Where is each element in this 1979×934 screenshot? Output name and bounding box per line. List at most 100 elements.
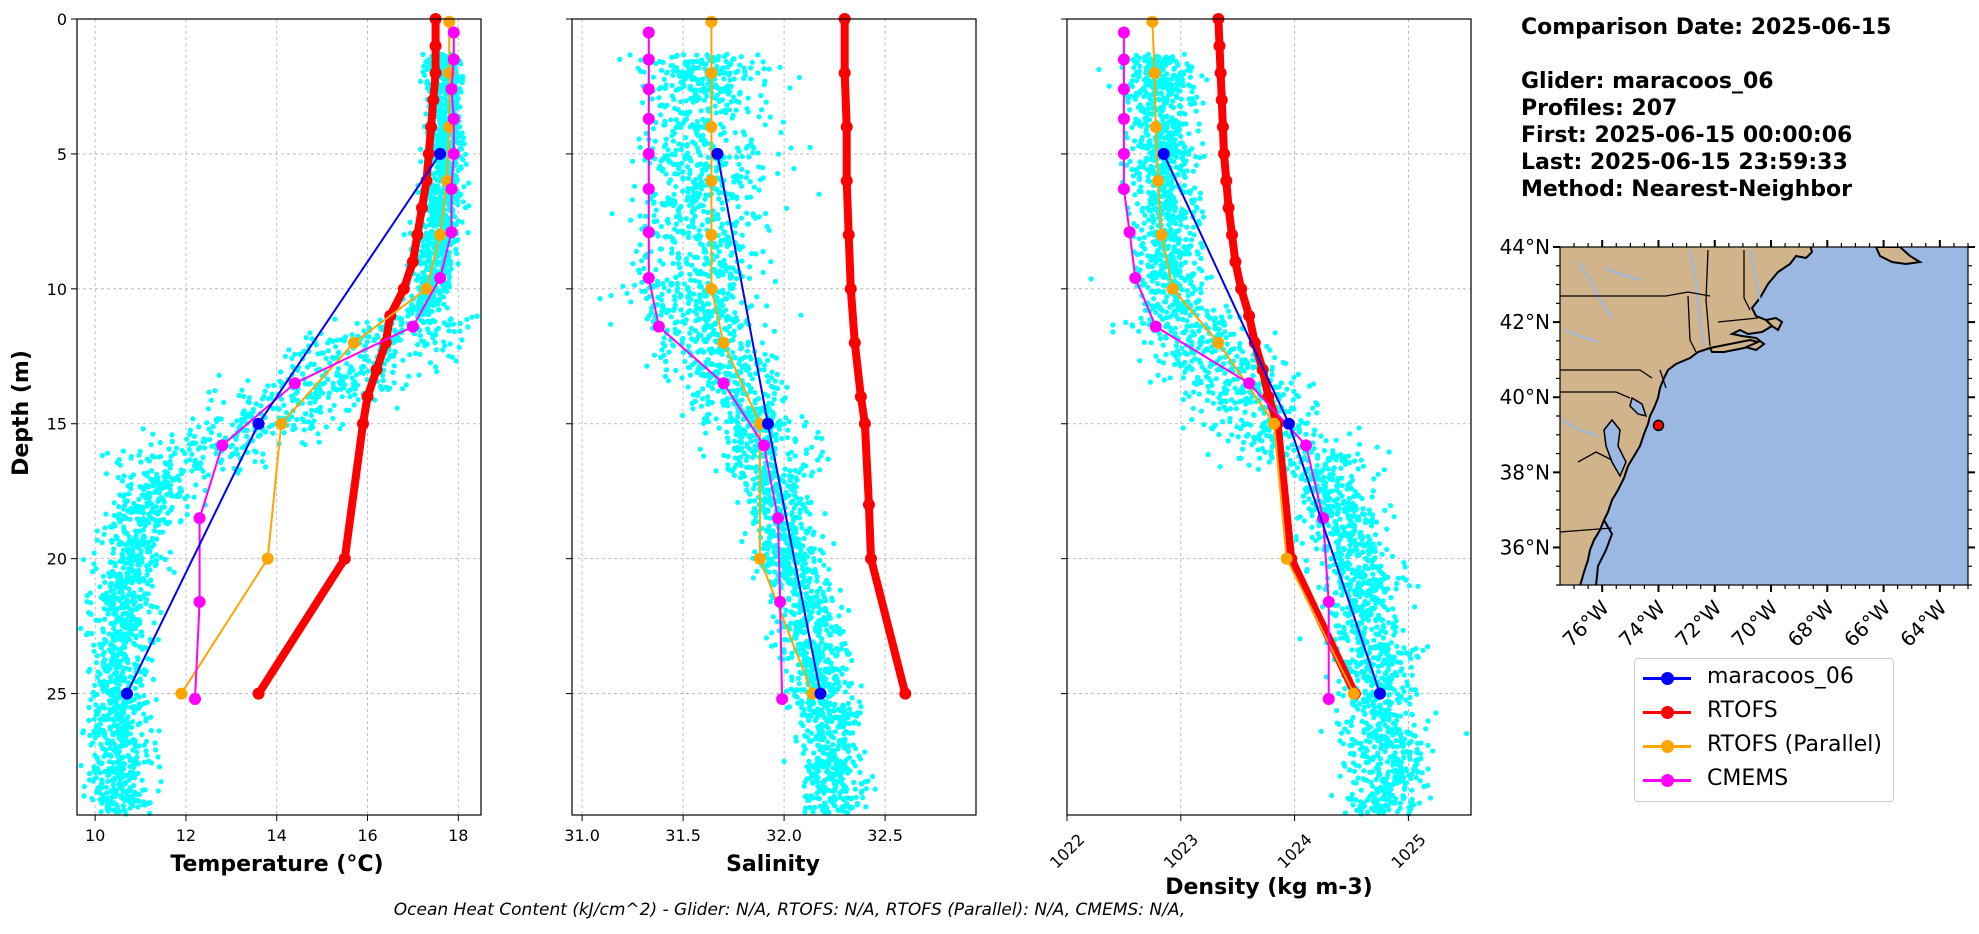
glider-scatter-point (735, 204, 741, 210)
glider-scatter-point (846, 683, 852, 689)
glider-scatter-point (459, 337, 465, 343)
glider-scatter-point (105, 611, 111, 617)
glider-scatter-point (791, 482, 797, 488)
glider-scatter-point (189, 468, 195, 474)
glider-scatter-point (270, 430, 276, 436)
glider-scatter-point (696, 95, 702, 101)
glider-scatter-point (773, 355, 780, 361)
glider-scatter-point (158, 609, 164, 616)
series-point (425, 120, 438, 133)
glider-scatter-point (94, 653, 100, 659)
glider-scatter-point (142, 802, 148, 808)
glider-scatter-point (446, 278, 452, 284)
glider-scatter-point (102, 768, 108, 775)
glider-scatter-point (331, 386, 337, 392)
glider-scatter-point (103, 638, 109, 645)
glider-scatter-point (799, 414, 805, 420)
glider-scatter-point (818, 725, 824, 731)
glider-scatter-point (340, 421, 346, 427)
glider-scatter-point (440, 347, 446, 353)
glider-scatter-point (638, 68, 644, 74)
glider-scatter-point (332, 316, 338, 322)
glider-scatter-point (378, 383, 384, 389)
series-point (120, 687, 133, 700)
glider-scatter-point (337, 381, 343, 387)
glider-scatter-point (179, 448, 185, 454)
glider-scatter-point (781, 421, 787, 427)
glider-scatter-point (294, 389, 300, 395)
glider-scatter-point (143, 748, 149, 754)
glider-scatter-point (457, 86, 463, 92)
glider-scatter-point (429, 332, 435, 338)
glider-scatter-point (121, 526, 127, 532)
glider-scatter-point (698, 332, 704, 338)
glider-scatter-point (114, 459, 120, 466)
glider-scatter-point (739, 232, 745, 238)
glider-scatter-point (129, 598, 135, 605)
glider-scatter-point (839, 641, 845, 647)
glider-scatter-point (832, 729, 838, 735)
glider-scatter-point (807, 712, 813, 718)
glider-scatter-point (743, 464, 750, 470)
glider-scatter-point (662, 104, 668, 110)
glider-scatter-point (92, 752, 98, 758)
glider-scatter-point (764, 303, 770, 309)
glider-scatter-point (155, 637, 161, 643)
glider-scatter-point (327, 337, 333, 343)
glider-scatter-point (125, 660, 131, 666)
glider-scatter-point (670, 138, 677, 144)
glider-scatter-point (104, 790, 110, 796)
glider-scatter-point (88, 697, 94, 703)
glider-scatter-point (442, 343, 448, 349)
glider-scatter-point (701, 140, 707, 147)
glider-scatter-point (114, 759, 120, 765)
glider-scatter-point (656, 95, 662, 101)
salinity-glider-scatter (597, 51, 878, 816)
glider-scatter-point (154, 604, 160, 611)
glider-scatter-point (790, 498, 796, 504)
glider-scatter-point (659, 304, 665, 310)
glider-scatter-point (108, 674, 114, 680)
glider-scatter-point (137, 677, 143, 683)
glider-scatter-point (97, 584, 103, 590)
glider-scatter-point (86, 771, 92, 777)
glider-scatter-point (167, 465, 173, 471)
glider-scatter-point (863, 804, 869, 810)
series-point (338, 552, 351, 565)
glider-scatter-point (424, 80, 430, 87)
glider-scatter-point (282, 353, 288, 359)
glider-scatter-point (119, 478, 126, 484)
glider-scatter-point (724, 429, 730, 435)
glider-scatter-point (430, 317, 436, 323)
glider-scatter-point (127, 754, 133, 760)
glider-scatter-point (814, 589, 820, 595)
glider-scatter-point (795, 675, 802, 682)
glider-scatter-point (653, 207, 659, 213)
glider-scatter-point (727, 70, 733, 76)
glider-scatter-point (666, 349, 672, 355)
glider-scatter-point (775, 170, 781, 177)
glider-scatter-point (665, 378, 672, 384)
glider-scatter-point (151, 528, 158, 534)
glider-scatter-point (747, 264, 753, 270)
series-point (288, 377, 301, 390)
glider-scatter-point (144, 456, 150, 462)
glider-scatter-point (713, 110, 719, 116)
glider-scatter-point (289, 397, 295, 404)
glider-scatter-point (697, 294, 703, 300)
glider-scatter-point (123, 788, 129, 795)
glider-scatter-point (114, 803, 120, 810)
glider-scatter-point (752, 482, 758, 488)
glider-scatter-point (737, 179, 743, 186)
glider-scatter-point (455, 261, 461, 267)
glider-scatter-point (629, 197, 636, 203)
glider-scatter-point (130, 719, 136, 725)
glider-scatter-point (760, 175, 766, 181)
glider-scatter-point (672, 226, 678, 232)
glider-scatter-point (686, 230, 692, 236)
glider-scatter-point (157, 764, 163, 770)
glider-scatter-point (732, 130, 738, 136)
series-point (443, 15, 456, 28)
glider-scatter-point (130, 769, 136, 775)
glider-scatter-point (808, 730, 815, 736)
